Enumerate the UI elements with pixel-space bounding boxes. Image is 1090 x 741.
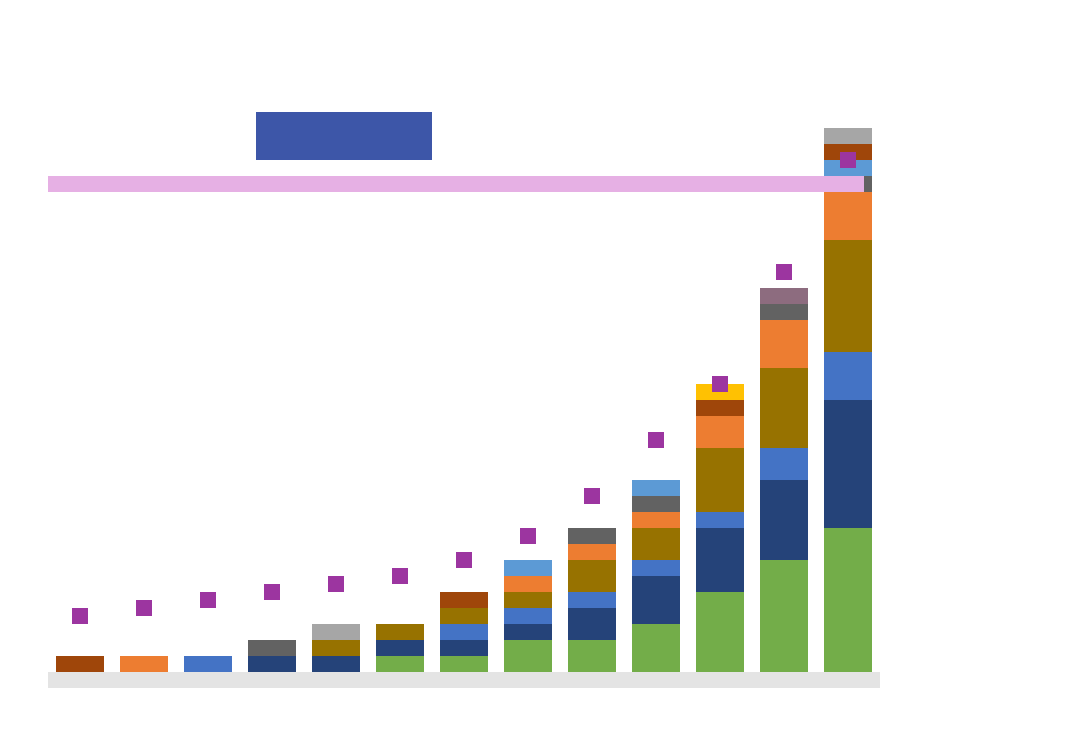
bar-segment bbox=[632, 560, 680, 576]
trend-marker bbox=[520, 528, 536, 544]
bar-segment bbox=[312, 640, 360, 656]
bar-segment bbox=[56, 656, 104, 672]
trend-marker bbox=[712, 376, 728, 392]
bar-segment bbox=[376, 656, 424, 672]
bar-segment bbox=[632, 496, 680, 512]
bar-segment bbox=[760, 304, 808, 320]
bar-segment bbox=[184, 656, 232, 672]
bar-segment bbox=[440, 608, 488, 624]
trend-marker bbox=[200, 592, 216, 608]
bar-segment bbox=[504, 608, 552, 624]
axis-layer bbox=[48, 672, 880, 688]
bar-segment bbox=[696, 592, 744, 672]
bar-segment bbox=[504, 640, 552, 672]
trend-marker bbox=[456, 552, 472, 568]
reference-band bbox=[48, 176, 864, 192]
bar-segment bbox=[248, 640, 296, 656]
legend-button[interactable] bbox=[256, 112, 432, 160]
x-axis bbox=[48, 672, 880, 688]
bar-segment bbox=[824, 240, 872, 352]
bar-segment bbox=[312, 656, 360, 672]
trend-marker bbox=[392, 568, 408, 584]
bar-segment bbox=[760, 480, 808, 560]
bar-segment bbox=[440, 592, 488, 608]
bar-segment bbox=[120, 656, 168, 672]
bar-segment bbox=[696, 448, 744, 512]
bar-segment bbox=[824, 400, 872, 528]
bar-segment bbox=[504, 592, 552, 608]
bar-segment bbox=[696, 400, 744, 416]
bar-segment bbox=[568, 544, 616, 560]
trend-marker bbox=[776, 264, 792, 280]
trend-marker bbox=[648, 432, 664, 448]
bar-segment bbox=[696, 512, 744, 528]
bar-segment bbox=[312, 624, 360, 640]
bar-segment bbox=[440, 624, 488, 640]
trend-marker bbox=[72, 608, 88, 624]
trend-marker bbox=[264, 584, 280, 600]
bar-segment bbox=[824, 192, 872, 240]
bar-segment bbox=[568, 592, 616, 608]
bar-segment bbox=[568, 640, 616, 672]
bar-segment bbox=[248, 656, 296, 672]
bar-segment bbox=[440, 656, 488, 672]
bar-segment bbox=[504, 624, 552, 640]
bar-segment bbox=[376, 624, 424, 640]
bar-segment bbox=[696, 528, 744, 592]
bar-segment bbox=[760, 320, 808, 368]
trend-marker bbox=[136, 600, 152, 616]
bar-segment bbox=[568, 608, 616, 640]
bar-segment bbox=[440, 640, 488, 656]
trend-marker bbox=[328, 576, 344, 592]
bar-segment bbox=[376, 640, 424, 656]
bar-segment bbox=[632, 624, 680, 672]
trend-marker bbox=[840, 152, 856, 168]
bar-segment bbox=[632, 480, 680, 496]
bar-segment bbox=[760, 448, 808, 480]
bar-segment bbox=[632, 528, 680, 560]
trend-layer bbox=[48, 152, 864, 624]
bar-segment bbox=[824, 128, 872, 144]
bar-segment bbox=[824, 528, 872, 672]
bars-layer bbox=[56, 128, 872, 672]
bar-segment bbox=[632, 512, 680, 528]
bar-segment bbox=[632, 576, 680, 624]
bar-segment bbox=[568, 528, 616, 544]
bar-segment bbox=[760, 288, 808, 304]
bar-segment bbox=[760, 560, 808, 672]
bar-segment bbox=[504, 576, 552, 592]
bar-segment bbox=[504, 560, 552, 576]
bar-segment bbox=[568, 560, 616, 592]
bar-segment bbox=[696, 416, 744, 448]
bar-segment bbox=[760, 368, 808, 448]
trend-marker bbox=[584, 488, 600, 504]
bar-segment bbox=[824, 352, 872, 400]
